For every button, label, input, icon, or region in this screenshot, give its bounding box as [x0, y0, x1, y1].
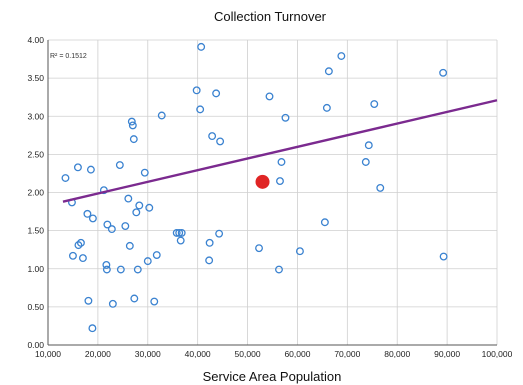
y-axis: 0.00 0.50 1.00 1.50 2.00 2.50 3.00 3.50 4.00 — [27, 35, 44, 350]
data-point — [135, 201, 144, 210]
data-point — [295, 247, 304, 256]
x-tick-label: 40,000 — [185, 349, 211, 359]
data-point — [102, 265, 111, 274]
trendline — [62, 99, 498, 203]
data-point — [176, 236, 185, 245]
data-point — [133, 265, 142, 274]
x-tick-label: 60,000 — [284, 349, 310, 359]
data-point — [116, 265, 125, 274]
data-point — [125, 241, 134, 250]
x-axis-label: Service Area Population — [203, 369, 342, 384]
data-point — [74, 241, 83, 250]
data-point — [115, 161, 124, 169]
data-point — [255, 244, 263, 253]
trendline-layer — [62, 99, 498, 203]
data-point — [88, 214, 97, 223]
data-point — [439, 252, 448, 261]
data-point — [439, 68, 448, 77]
y-tick-label: 2.50 — [27, 149, 44, 159]
data-point — [215, 229, 224, 238]
data-point — [320, 218, 329, 227]
y-tick-label: 0.50 — [27, 302, 44, 312]
data-point — [212, 89, 221, 98]
x-axis: 10,000 20,000 30,000 40,000 50,000 60,000 70,0… — [35, 349, 513, 359]
data-point — [205, 256, 214, 265]
data-point — [108, 299, 117, 308]
data-point — [140, 168, 149, 177]
data-point — [102, 260, 111, 269]
highlighted-point — [255, 174, 270, 189]
data-point — [103, 220, 112, 229]
data-point — [324, 67, 333, 76]
x-tick-label: 90,000 — [434, 349, 460, 359]
data-point — [121, 222, 130, 230]
data-point — [208, 132, 217, 141]
data-point — [277, 158, 286, 166]
data-point — [73, 163, 82, 172]
y-tick-label: 0.00 — [27, 340, 44, 350]
data-point — [265, 92, 274, 101]
y-tick-label: 2.00 — [27, 188, 44, 198]
data-point — [130, 294, 139, 303]
data-point — [322, 103, 331, 112]
data-point — [128, 121, 137, 130]
data-point — [205, 238, 214, 247]
x-tick-label: 10,000 — [35, 349, 61, 359]
y-tick-label: 3.50 — [27, 73, 44, 83]
data-point — [276, 177, 284, 186]
data-point — [172, 228, 181, 237]
data-point — [83, 209, 92, 218]
data-point — [152, 251, 161, 259]
x-tick-label: 50,000 — [235, 349, 261, 359]
data-point — [107, 225, 116, 234]
y-tick-label: 4.00 — [27, 35, 44, 45]
data-point — [197, 42, 206, 51]
gridlines — [47, 39, 498, 346]
highlight-layer — [255, 174, 270, 189]
x-tick-label: 20,000 — [85, 349, 111, 359]
data-point — [150, 297, 159, 306]
data-point — [86, 165, 95, 174]
data-point — [281, 113, 290, 122]
data-point — [129, 135, 138, 144]
data-point — [361, 158, 370, 166]
data-point — [337, 52, 346, 60]
x-tick-label: 80,000 — [384, 349, 410, 359]
chart-title: Collection Turnover — [214, 9, 327, 24]
data-point — [88, 324, 97, 333]
data-point — [84, 296, 93, 305]
data-point — [196, 105, 205, 114]
data-point — [76, 238, 85, 247]
data-point — [370, 100, 379, 108]
data-point — [78, 254, 87, 263]
y-tick-label: 1.00 — [27, 264, 44, 274]
data-point — [376, 183, 385, 192]
data-point — [68, 251, 77, 260]
data-point — [61, 174, 70, 182]
data-point — [145, 203, 154, 212]
x-tick-label: 30,000 — [135, 349, 161, 359]
data-point — [275, 265, 283, 274]
x-tick-label: 100,000 — [482, 349, 513, 359]
data-point — [157, 111, 166, 120]
data-point — [127, 117, 136, 126]
data-point — [175, 228, 184, 237]
y-tick-label: 1.50 — [27, 226, 44, 236]
x-tick-label: 70,000 — [334, 349, 360, 359]
data-point — [177, 228, 186, 237]
y-tick-label: 3.00 — [27, 111, 44, 121]
data-point — [364, 141, 373, 150]
r-squared-annotation: R² = 0.1512 — [50, 53, 87, 60]
data-point — [132, 208, 141, 217]
data-point — [143, 257, 152, 266]
data-point — [124, 194, 133, 203]
data-point — [192, 86, 201, 95]
data-point — [216, 137, 225, 146]
